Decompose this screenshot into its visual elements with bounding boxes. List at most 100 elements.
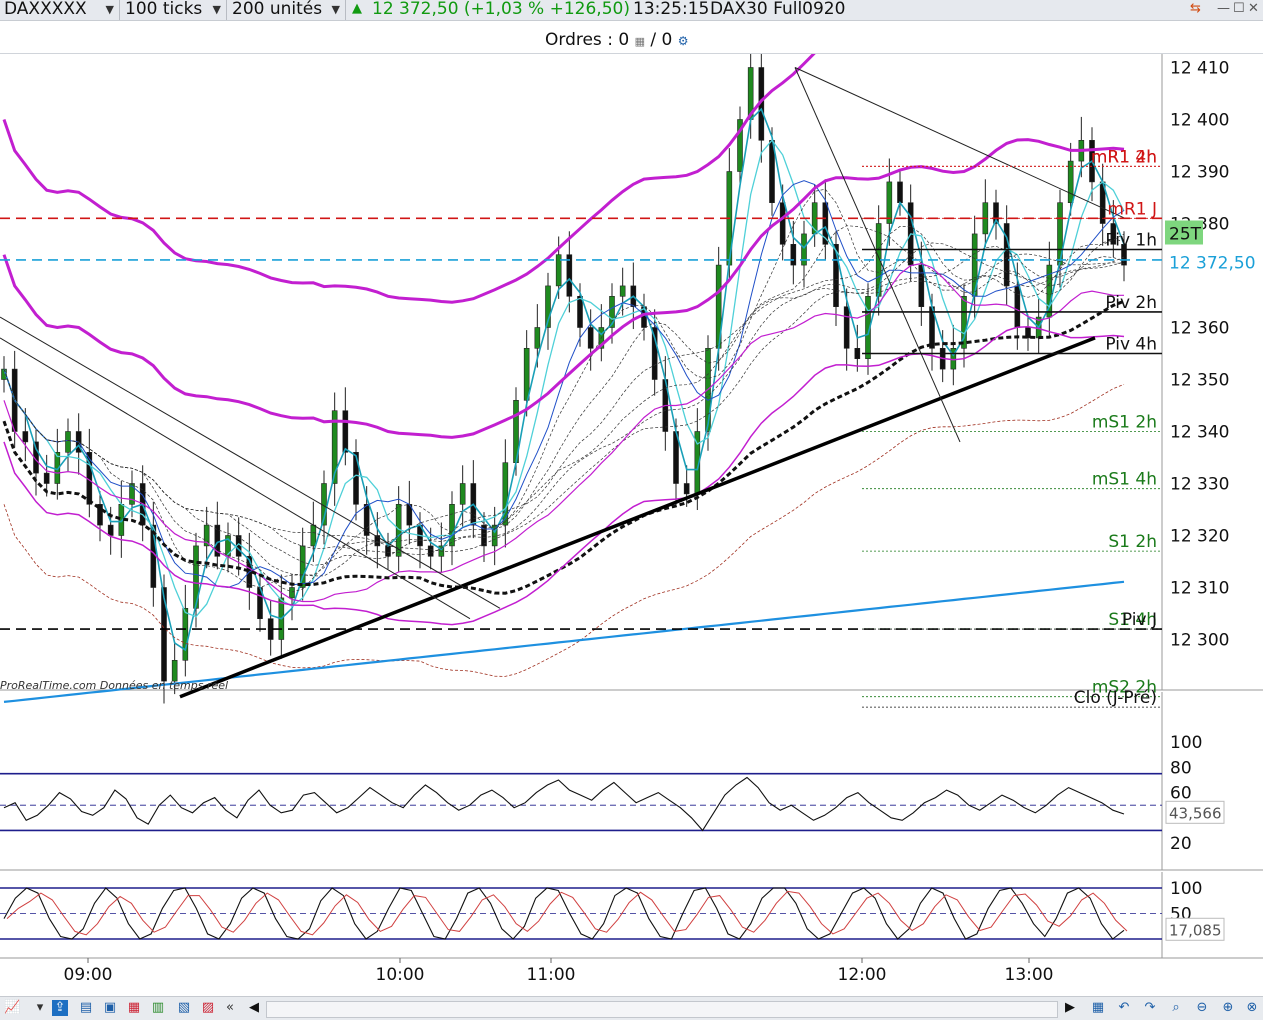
price-tick-label: 12 310 <box>1170 579 1229 599</box>
candle-body <box>129 483 135 505</box>
candle-body <box>43 472 50 484</box>
window-icon[interactable]: ▣ <box>103 1000 117 1015</box>
sync-icon[interactable]: ⇆ <box>1190 1 1201 16</box>
candle-body <box>214 524 221 557</box>
units-value: 200 unités <box>232 0 323 19</box>
share-icon[interactable]: ⇪ <box>52 1000 68 1016</box>
indicator-icon[interactable]: ▦ <box>127 1000 141 1015</box>
chevron-down-icon[interactable]: ▾ <box>36 1000 44 1015</box>
undo-icon[interactable]: ↶ <box>1118 1000 1130 1015</box>
price-tick-label: 12 410 <box>1170 59 1229 79</box>
candle-body <box>619 285 626 297</box>
price-panel[interactable]: 12 300 12 310 12 320 12 330 12 340 12 350 12 3… <box>0 54 1263 708</box>
redo-icon[interactable]: ↷ <box>1144 1000 1156 1015</box>
ticks-select[interactable]: 100 ticks ▼ <box>121 0 227 20</box>
candle-body <box>683 483 690 495</box>
instrument-select[interactable]: DAXXXXX ▼ <box>0 0 120 20</box>
oscillator-1-panel[interactable]: 100 80 60 20 43,566 <box>0 692 1263 871</box>
pivot-level-label: mR1 4h <box>1091 147 1157 167</box>
candle-body <box>449 503 455 547</box>
pivot-level-label: Piv J <box>1122 610 1157 630</box>
ribbon-average-line <box>3 226 1125 577</box>
screener-icon[interactable]: ▧ <box>177 1000 191 1015</box>
pivot-level-label: Clo (J-Pré) <box>1074 688 1157 708</box>
candle-body <box>1067 160 1074 203</box>
time-tick-label: 09:00 <box>64 965 113 985</box>
tick-badge-label: 25T <box>1169 225 1202 245</box>
candle-body <box>854 347 861 359</box>
time-tick-label: 10:00 <box>376 965 425 985</box>
candle-body <box>1110 223 1117 245</box>
chart-type-icon[interactable]: 📈 <box>4 1000 21 1015</box>
tick-badge-box <box>1165 220 1203 245</box>
chart-area[interactable]: 12 300 12 310 12 320 12 330 12 340 12 350 12 3… <box>0 54 1263 996</box>
candle-body <box>182 607 189 661</box>
candle-body <box>459 483 466 505</box>
units-select[interactable]: 200 unités ▼ <box>228 0 346 20</box>
pivot-level-label: mR1 2h <box>1091 147 1157 167</box>
last-price-box <box>1165 250 1263 273</box>
calendar-icon[interactable]: ▦ <box>1091 1000 1105 1015</box>
zoom-fit-icon[interactable]: ⌕ <box>1172 1000 1180 1015</box>
minimize-icon[interactable]: — <box>1217 1 1230 16</box>
pivot-level-label: S1 2h <box>1108 532 1157 552</box>
osc2-line <box>3 887 1125 940</box>
zoom-out-icon[interactable]: ⊖ <box>1196 1000 1208 1015</box>
candle-body <box>363 503 370 536</box>
maximize-icon[interactable]: ☐ <box>1233 1 1245 16</box>
time-axis: 09:00 10:00 11:00 12:00 13:00 <box>64 958 1054 985</box>
candle-body <box>651 327 658 380</box>
pivot-level-label: Piv 2h <box>1105 293 1157 313</box>
candle-body <box>374 535 381 547</box>
osc1-line <box>3 776 1125 832</box>
pivot-level-label: mS1 4h <box>1092 470 1157 490</box>
osc1-tick-label: 20 <box>1170 834 1192 854</box>
trendline-resistance <box>0 337 471 620</box>
candle-body <box>299 545 306 588</box>
trendline-support <box>179 336 1096 699</box>
price-tick-label: 12 330 <box>1170 475 1229 495</box>
ticks-value: 100 ticks <box>125 0 203 19</box>
price-tick-label: 12 360 <box>1170 319 1229 339</box>
orders-icon[interactable]: ▦ <box>634 35 645 48</box>
trendline-resistance <box>0 316 501 609</box>
candle-body <box>587 327 594 349</box>
time-tick-label: 11:00 <box>527 965 576 985</box>
close-icon[interactable]: ✕ <box>1248 1 1259 16</box>
candle-body <box>342 410 349 453</box>
candle-body <box>1003 223 1010 287</box>
candle-body <box>203 524 210 547</box>
horizontal-scrollbar[interactable] <box>266 1001 1058 1018</box>
candle-body <box>289 587 295 599</box>
price-tick-label: 12 350 <box>1170 371 1229 391</box>
export-icon[interactable]: ▨ <box>201 1000 215 1015</box>
gear-icon[interactable]: ⚙ <box>677 34 689 48</box>
collapse-icon[interactable]: « <box>226 1000 234 1015</box>
ribbon-average-line <box>3 225 1125 593</box>
candle-body <box>523 347 530 401</box>
osc2-signal-line <box>6 890 1128 936</box>
zoom-in-icon[interactable]: ⊕ <box>1222 1000 1234 1015</box>
watermark: ProRealTime.com Données en temps réel <box>0 679 228 692</box>
scroll-left-icon[interactable]: ◀ <box>249 1000 259 1015</box>
candle-body <box>737 119 743 172</box>
moving-average-line <box>3 139 1125 618</box>
scroll-right-icon[interactable]: ▶ <box>1065 1000 1075 1015</box>
pivot-level-label: mR1 J <box>1107 199 1157 219</box>
envelope-band <box>2 138 1125 439</box>
candle-body <box>22 431 29 443</box>
candle-body <box>993 202 999 224</box>
chevron-down-icon: ▼ <box>105 3 114 16</box>
candle-body <box>555 254 562 287</box>
candle-body <box>577 296 583 328</box>
candle-body <box>534 327 541 349</box>
table-icon[interactable]: ▥ <box>151 1000 165 1015</box>
candle-body <box>481 524 487 547</box>
chevron-down-icon: ▼ <box>212 3 221 16</box>
candle-body <box>566 254 573 297</box>
zoom-reset-icon[interactable]: ⊗ <box>1246 1000 1258 1015</box>
candle-body <box>822 202 829 245</box>
layout-icon[interactable]: ▤ <box>79 1000 93 1015</box>
price-tick-label: 12 400 <box>1170 111 1229 131</box>
